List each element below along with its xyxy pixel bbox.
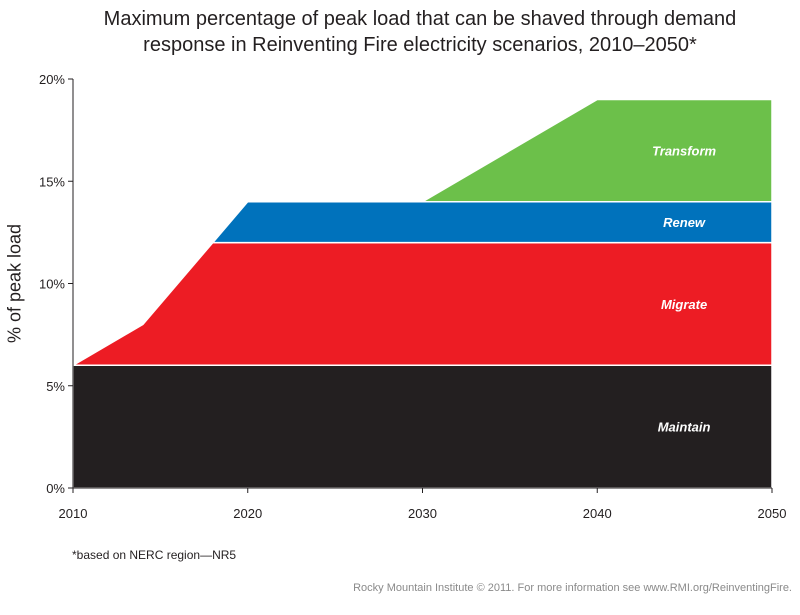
y-tick-label: 20% <box>39 72 65 87</box>
x-tick-label: 2020 <box>233 506 262 521</box>
series-label-renew: Renew <box>663 215 706 230</box>
x-tick-label: 2040 <box>583 506 612 521</box>
series-label-transform: Transform <box>652 144 716 159</box>
chart-title: Maximum percentage of peak load that can… <box>0 6 800 58</box>
x-tick-label: 2050 <box>758 506 787 521</box>
title-line-2: response in Reinventing Fire electricity… <box>143 34 697 56</box>
x-tick-label: 2010 <box>59 506 88 521</box>
series-label-maintain: Maintain <box>658 420 711 435</box>
area-transform <box>419 98 773 203</box>
footnote: *based on NERC region—NR5 <box>72 548 237 562</box>
x-tick-label: 2030 <box>408 506 437 521</box>
y-tick-label: 5% <box>46 379 65 394</box>
y-tick-label: 15% <box>39 174 65 189</box>
title-line-1: Maximum percentage of peak load that can… <box>103 8 737 30</box>
series-label-migrate: Migrate <box>661 297 707 312</box>
y-tick-label: 0% <box>46 481 65 496</box>
y-axis-label: % of peak load <box>4 223 25 344</box>
credit-line: Rocky Mountain Institute © 2011. For mor… <box>353 582 792 594</box>
y-tick-label: 10% <box>39 277 65 292</box>
area-renew <box>211 200 773 244</box>
